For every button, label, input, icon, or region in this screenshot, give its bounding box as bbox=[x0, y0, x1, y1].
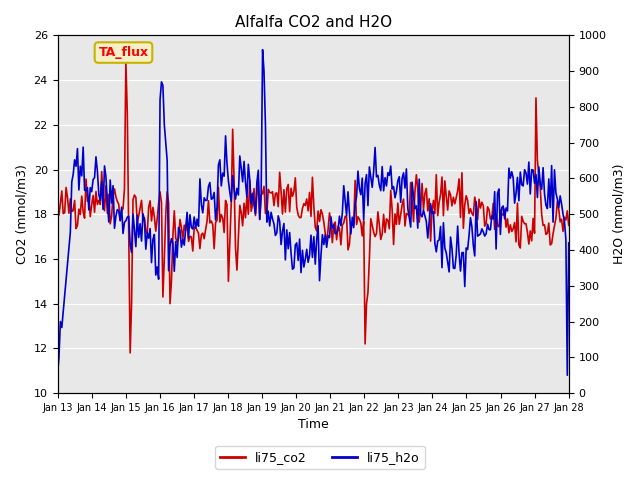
li75_h2o bbox=[259, 47, 266, 52]
li75_co2 bbox=[122, 60, 130, 65]
li75_h2o bbox=[206, 180, 214, 185]
li75_co2 bbox=[565, 222, 573, 228]
li75_co2 bbox=[126, 350, 134, 356]
li75_h2o bbox=[538, 186, 545, 192]
li75_co2 bbox=[54, 204, 61, 210]
Text: TA_flux: TA_flux bbox=[99, 46, 148, 59]
li75_h2o bbox=[232, 196, 239, 202]
Line: li75_co2: li75_co2 bbox=[58, 62, 569, 353]
li75_h2o bbox=[116, 217, 124, 223]
Y-axis label: CO2 (mmol/m3): CO2 (mmol/m3) bbox=[15, 164, 28, 264]
li75_co2 bbox=[540, 223, 547, 228]
Title: Alfalfa CO2 and H2O: Alfalfa CO2 and H2O bbox=[235, 15, 392, 30]
li75_co2 bbox=[234, 234, 242, 240]
li75_h2o bbox=[565, 240, 573, 246]
X-axis label: Time: Time bbox=[298, 419, 328, 432]
li75_co2 bbox=[209, 222, 216, 228]
Line: li75_h2o: li75_h2o bbox=[58, 49, 569, 375]
li75_h2o bbox=[223, 160, 231, 166]
li75_co2 bbox=[226, 238, 234, 244]
Legend: li75_co2, li75_h2o: li75_co2, li75_h2o bbox=[215, 446, 425, 469]
li75_co2 bbox=[116, 218, 124, 224]
Y-axis label: H2O (mmol/m3): H2O (mmol/m3) bbox=[612, 164, 625, 264]
li75_h2o bbox=[54, 372, 61, 378]
li75_co2 bbox=[280, 187, 288, 192]
li75_h2o bbox=[278, 228, 286, 234]
